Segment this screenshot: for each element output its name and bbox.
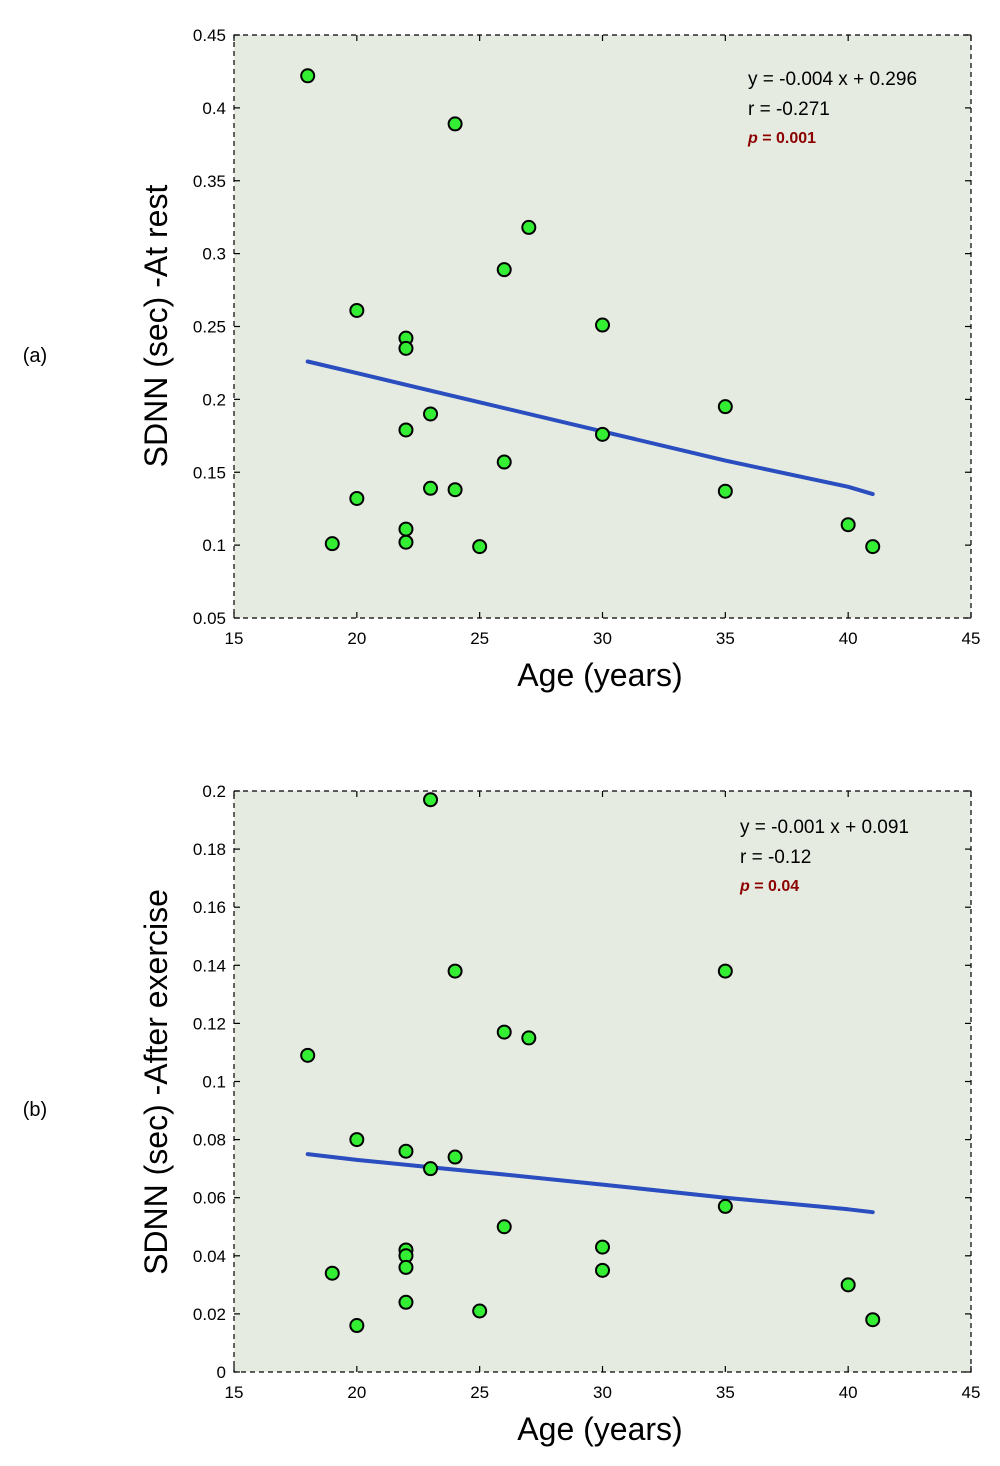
panel-label: (a) [23,345,47,367]
y-tick-label: 0.18 [193,840,226,859]
p-value-symbol: p [747,130,758,147]
y-tick-label: 0.15 [193,463,226,482]
data-point [865,539,881,555]
y-tick-label: 0.1 [202,536,226,555]
p-value: p = 0.001 [747,130,816,147]
data-point [349,1318,365,1334]
data-point [447,116,463,132]
x-tick-label: 45 [962,629,981,648]
data-point [521,1030,537,1046]
x-tick-label: 35 [716,1383,735,1402]
y-tick-label: 0.3 [202,245,226,264]
regression-line [305,1152,875,1215]
y-tick-label: 0.12 [193,1014,226,1033]
data-point [717,483,733,499]
data-point [840,517,856,533]
p-value-number: = 0.001 [758,130,816,147]
x-tick-label: 35 [716,629,735,648]
data-point [398,521,414,537]
data-point [595,1239,610,1255]
data-point [496,1219,512,1235]
x-tick-label: 25 [470,1383,489,1402]
x-tick-label: 45 [962,1383,981,1402]
p-value: p = 0.04 [739,878,799,895]
x-tick-label: 30 [593,629,612,648]
data-point [496,262,512,278]
data-point [717,963,733,979]
x-tick-label: 20 [347,1383,366,1402]
regression-equation: y = -0.004 x + 0.296 [748,69,917,90]
x-tick-label: 25 [470,629,489,648]
plot-area [234,791,971,1372]
x-tick-label: 40 [839,629,858,648]
y-tick-label: 0.35 [193,172,226,191]
p-value-number: = 0.04 [750,878,799,895]
y-tick-label: 0.1 [202,1073,226,1092]
data-point [349,302,365,318]
x-tick-label: 20 [347,629,366,648]
data-point [423,406,439,422]
data-point [423,480,439,496]
data-point [595,1262,610,1278]
y-tick-label: 0.45 [193,26,226,45]
data-point [423,792,439,808]
y-tick-label: 0.06 [193,1189,226,1208]
data-point [521,219,537,235]
y-tick-label: 0.08 [193,1131,226,1150]
data-point [447,1149,463,1165]
data-point [472,1303,488,1319]
data-point [398,1143,414,1159]
x-axis-label: Age (years) [517,1411,682,1447]
data-point [717,399,733,415]
data-point [398,1259,414,1275]
data-point [423,1161,439,1177]
y-tick-label: 0.16 [193,898,226,917]
data-point [398,422,414,438]
data-point [496,1024,512,1040]
panel-label: (b) [23,1099,47,1121]
chart-b: 15 20 25 30 35 40 45 0 0.02 0.04 0.06 0.08 0.1 0.12 0.… [23,782,981,1447]
data-point [595,317,610,333]
data-point [447,963,463,979]
data-point [447,482,463,498]
y-axis-label: SDNN (sec) -At rest [138,185,174,468]
chart-a: 15 20 25 30 35 40 45 0.05 0.1 0.15 0.2 0.25 0.3 0.35 0… [23,26,981,693]
y-tick-label: 0.25 [193,318,226,337]
data-point [840,1277,856,1293]
p-value-symbol: p [739,878,750,895]
x-tick-label: 40 [839,1383,858,1402]
data-point [349,490,365,506]
x-axis-label: Age (years) [517,657,682,693]
y-tick-label: 0.2 [202,782,226,801]
data-point [300,68,316,84]
data-point [324,536,340,552]
regression-equation: y = -0.001 x + 0.091 [740,817,909,838]
y-tick-label: 0.04 [193,1247,226,1266]
data-point [717,1198,733,1214]
y-axis-label: SDNN (sec) -After exercise [138,889,174,1275]
data-point [595,426,610,442]
data-point [865,1312,881,1328]
data-point [472,539,488,555]
data-point [324,1265,340,1281]
data-point [300,1047,316,1063]
y-tick-label: 0.05 [193,609,226,628]
y-tick-label: 0 [217,1363,226,1382]
y-tick-label: 0.02 [193,1305,226,1324]
data-point [496,454,512,470]
y-tick-label: 0.14 [193,956,226,975]
data-point [349,1132,365,1148]
y-tick-label: 0.4 [202,99,226,118]
x-tick-label: 30 [593,1383,612,1402]
data-point [398,1294,414,1310]
correlation-coefficient: r = -0.271 [748,99,830,120]
regression-line [305,359,875,497]
data-point [398,340,414,356]
y-tick-label: 0.2 [202,390,226,409]
data-point [398,534,414,550]
correlation-coefficient: r = -0.12 [740,847,811,868]
x-tick-label: 15 [225,1383,244,1402]
x-tick-label: 15 [225,629,244,648]
